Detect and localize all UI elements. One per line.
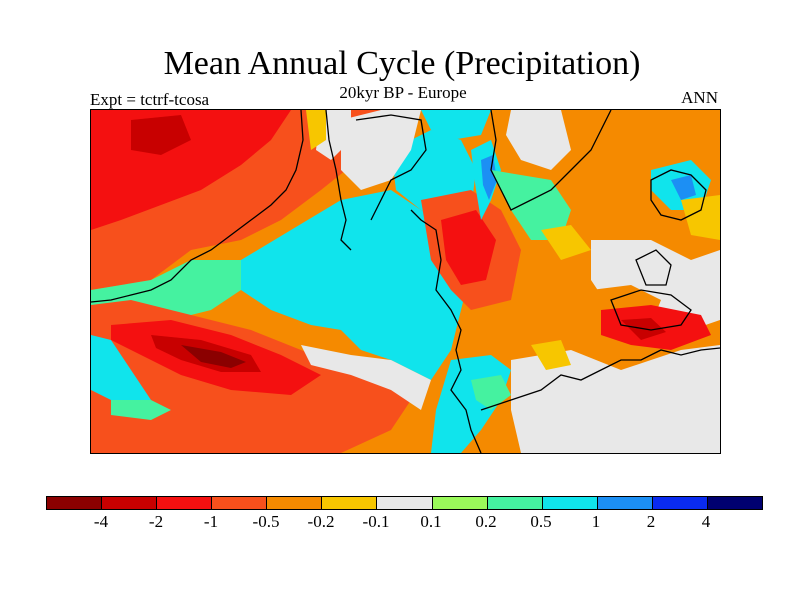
field-yellow-east-patch [541, 225, 591, 260]
coastline-iceland [355, 114, 427, 221]
coastline-europe-south [480, 347, 720, 411]
colorbar-label: -0.2 [307, 512, 335, 531]
colorbar-label: 0.2 [475, 512, 497, 531]
colorbar-label: 0.1 [420, 512, 442, 531]
field-blue-baltic [481, 155, 497, 200]
colorbar-labels: -4 -2 -1 -0.5 -0.2 -0.1 0.1 0.2 0.5 1 2 … [46, 512, 761, 536]
precipitation-map [90, 109, 721, 454]
field-darkest-southwest-core [181, 345, 246, 368]
colorbar-box [377, 497, 433, 509]
field-yellow-southeast-patch [531, 340, 571, 370]
colorbar-label: 1 [591, 512, 601, 531]
colorbar-box [707, 497, 763, 509]
colorbar-box [47, 497, 103, 509]
field-green-northeast [491, 170, 571, 240]
plot-subtitle: 20kyr BP - Europe [339, 83, 467, 102]
colorbar-box [267, 497, 323, 509]
field-cyan-arctic [421, 110, 491, 140]
plot-title: Mean Annual Cycle (Precipitation) [163, 45, 641, 82]
experiment-label: Expt = tctrf-tcosa [90, 90, 210, 109]
map-svg [91, 110, 720, 453]
coastline-europe-west [410, 209, 482, 453]
field-red-east-europe [441, 210, 496, 285]
field-green-mediterranean [471, 375, 511, 410]
colorbar-box [322, 497, 378, 509]
colorbar-label: 0.5 [530, 512, 552, 531]
coastline-scandinavia [490, 110, 612, 211]
coastline-east [650, 169, 707, 221]
coastline-greenland [91, 110, 304, 303]
field-green-south-band [111, 400, 171, 420]
field-yellow-east-edge [681, 195, 720, 240]
colorbar-box [597, 497, 653, 509]
field-white-south-ocean [301, 345, 431, 410]
colorbar [46, 496, 763, 510]
colorbar-box [102, 497, 158, 509]
field-white-scandinavia [506, 110, 571, 170]
colorbar-label: -0.1 [362, 512, 390, 531]
colorbar-box [487, 497, 543, 509]
field-cyan-south-band [91, 335, 151, 410]
colorbar-box [542, 497, 598, 509]
season-label: ANN [681, 88, 718, 107]
colorbar-box [157, 497, 213, 509]
colorbar-label: -1 [203, 512, 219, 531]
field-yellow-greenland-edge [306, 110, 326, 150]
field-cyan-central-ocean [241, 190, 471, 380]
colorbar-label: 4 [701, 512, 711, 531]
coastline-caspian [635, 249, 672, 286]
field-red-patch-nw [131, 115, 191, 155]
colorbar-label: 2 [646, 512, 656, 531]
field-white-greenland [341, 110, 421, 190]
colorbar-box [212, 497, 268, 509]
colorbar-label: -2 [148, 512, 164, 531]
coastline-greenland-east [325, 110, 352, 251]
colorbar-box [432, 497, 488, 509]
coastlines [91, 110, 720, 453]
coastline-black-sea [610, 289, 692, 331]
field-white-southeast-land [511, 345, 720, 453]
colorbar-box [652, 497, 708, 509]
field-blue-northeast [671, 175, 696, 200]
colorbar-label: -0.5 [252, 512, 280, 531]
colorbar-label: -4 [93, 512, 109, 531]
